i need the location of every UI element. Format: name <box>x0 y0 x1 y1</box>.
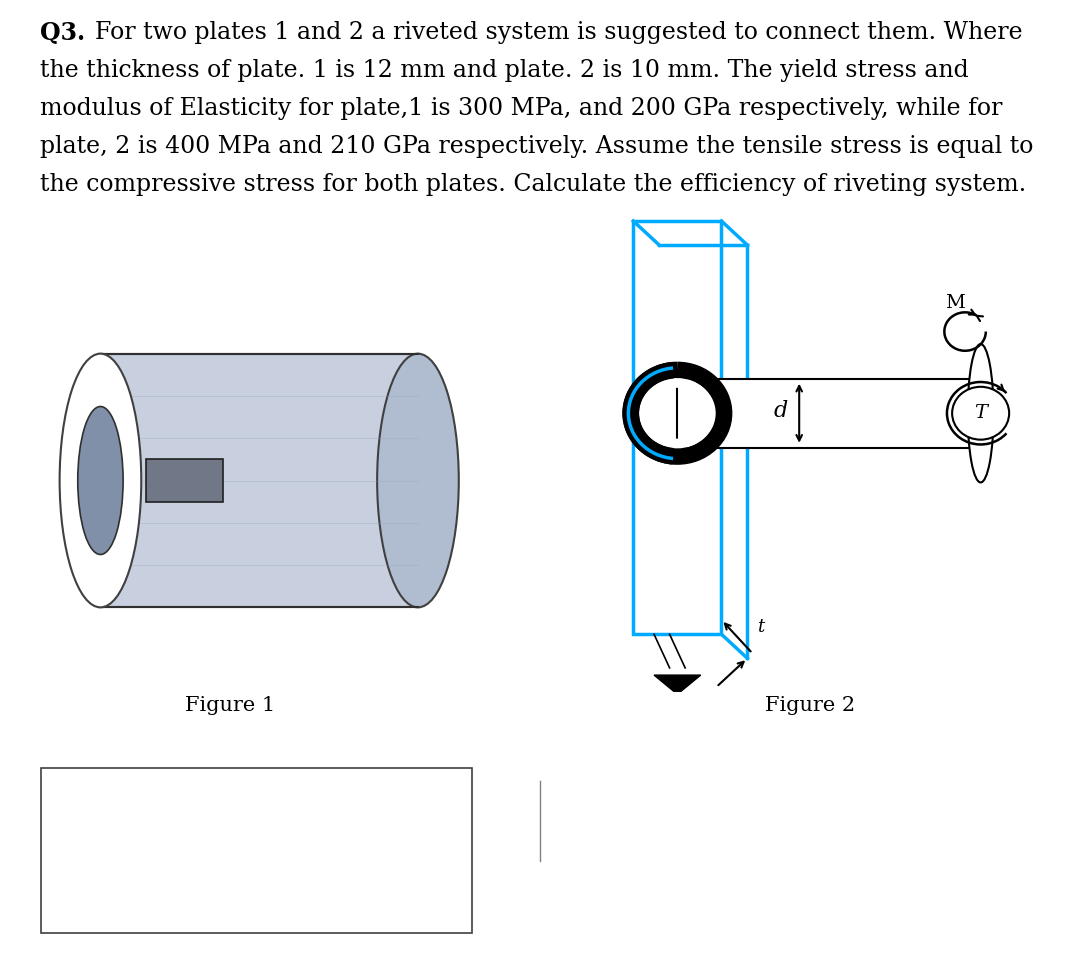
Text: t: t <box>757 618 764 636</box>
Text: Figure 1: Figure 1 <box>185 696 275 715</box>
Ellipse shape <box>377 354 459 607</box>
Text: For two plates 1 and 2 a riveted system is suggested to connect them. Where: For two plates 1 and 2 a riveted system … <box>95 21 1023 44</box>
Text: plate, 2 is 400 MPa and 210 GPa respectively. Assume the tensile stress is equal: plate, 2 is 400 MPa and 210 GPa respecti… <box>40 135 1034 158</box>
Text: the compressive stress for both plates. Calculate the efficiency of riveting sys: the compressive stress for both plates. … <box>40 173 1026 196</box>
Ellipse shape <box>78 407 123 554</box>
Text: modulus of Elasticity for plate,1 is 300 MPa, and 200 GPa respectively, while fo: modulus of Elasticity for plate,1 is 300… <box>40 97 1002 120</box>
Text: Q3.: Q3. <box>40 21 85 45</box>
Text: the thickness of plate. 1 is 12 mm and plate. 2 is 10 mm. The yield stress and: the thickness of plate. 1 is 12 mm and p… <box>40 59 969 82</box>
Ellipse shape <box>968 344 994 482</box>
Polygon shape <box>100 354 418 607</box>
Text: T: T <box>974 405 987 422</box>
Polygon shape <box>146 459 222 502</box>
Text: Figure 2: Figure 2 <box>765 696 855 715</box>
Text: d: d <box>774 400 788 422</box>
Ellipse shape <box>59 354 141 607</box>
Polygon shape <box>677 379 981 448</box>
Circle shape <box>953 386 1009 440</box>
Polygon shape <box>654 675 701 694</box>
Polygon shape <box>633 221 721 634</box>
Text: M: M <box>945 294 964 311</box>
